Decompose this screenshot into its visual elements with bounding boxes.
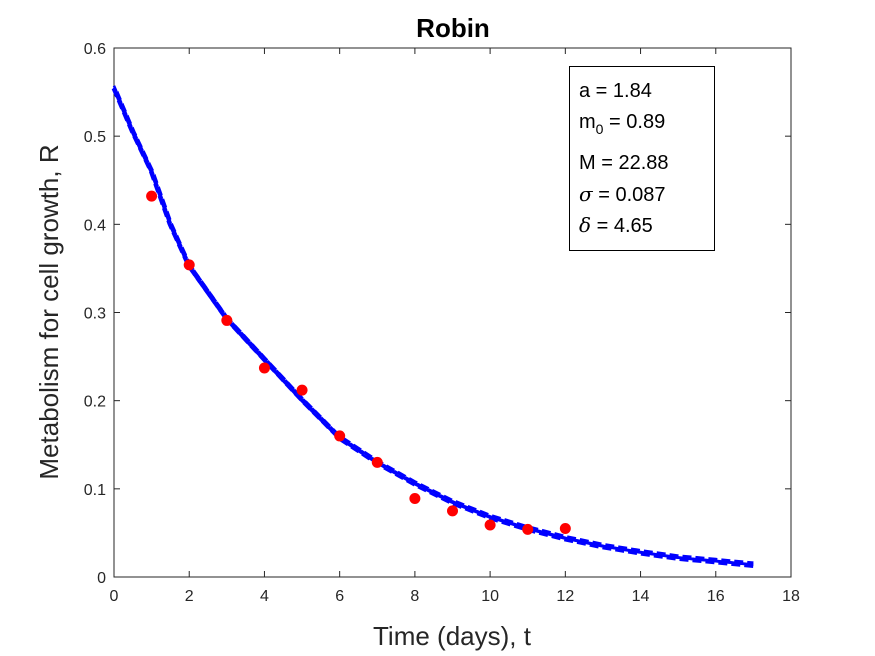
x-tick-label: 6	[335, 588, 344, 605]
param-a: a = 1.84	[579, 80, 652, 102]
x-axis: 0 2 4 6 8 10 12 14 16 18	[110, 48, 800, 605]
param-M: M = 22.88	[579, 152, 669, 174]
y-tick-label: 0.3	[84, 306, 106, 323]
data-points-group	[146, 190, 571, 535]
data-point	[146, 190, 158, 202]
parameter-box: a = 1.84 m0 = 0.89 M = 22.88 σ = 0.087 δ…	[569, 66, 715, 251]
data-point	[221, 314, 233, 326]
sigma-symbol: σ	[579, 182, 593, 206]
param-delta-value: = 4.65	[591, 215, 653, 237]
data-point	[522, 523, 534, 535]
x-tick-label: 12	[556, 588, 574, 605]
data-point	[296, 384, 308, 396]
fitted-curve-strand	[114, 87, 756, 566]
x-axis-title: Time (days), t	[373, 621, 532, 651]
y-tick-label: 0.6	[84, 41, 106, 58]
data-point	[447, 505, 458, 517]
x-tick-label: 18	[782, 588, 800, 605]
x-tick-label: 2	[185, 588, 194, 605]
delta-symbol: δ	[579, 213, 592, 237]
chart-title: Robin	[416, 13, 490, 43]
param-m0: m0 = 0.89	[579, 111, 666, 136]
x-tick-label: 16	[707, 588, 725, 605]
x-tick-label: 8	[410, 588, 419, 605]
data-point	[484, 519, 496, 531]
y-tick-label: 0.5	[84, 129, 106, 146]
fitted-curve-group	[111, 85, 756, 568]
y-axis-title: Metabolism for cell growth, R	[34, 144, 64, 479]
x-tick-label: 4	[260, 588, 269, 605]
y-tick-label: 0.1	[84, 482, 106, 499]
param-m0-base: m	[579, 111, 596, 133]
data-point	[409, 493, 421, 505]
param-m0-value: = 0.89	[603, 111, 666, 133]
x-tick-label: 14	[632, 588, 650, 605]
data-point	[183, 259, 195, 271]
y-tick-label: 0	[97, 570, 106, 587]
data-point	[334, 430, 346, 442]
y-tick-label: 0.4	[84, 217, 106, 234]
y-axis: 0 0.1 0.2 0.3 0.4 0.5 0.6	[84, 41, 791, 587]
fitted-curve-strand	[111, 87, 753, 566]
data-point	[559, 523, 571, 535]
data-point	[371, 456, 383, 468]
param-delta: δ = 4.65	[579, 215, 653, 236]
x-tick-label: 0	[110, 588, 119, 605]
y-tick-label: 0.2	[84, 394, 106, 411]
param-m0-subscript: 0	[595, 121, 604, 137]
x-tick-label: 10	[481, 588, 499, 605]
param-sigma: σ = 0.087	[579, 184, 666, 205]
data-point	[258, 362, 270, 374]
param-sigma-value: = 0.087	[592, 184, 666, 206]
